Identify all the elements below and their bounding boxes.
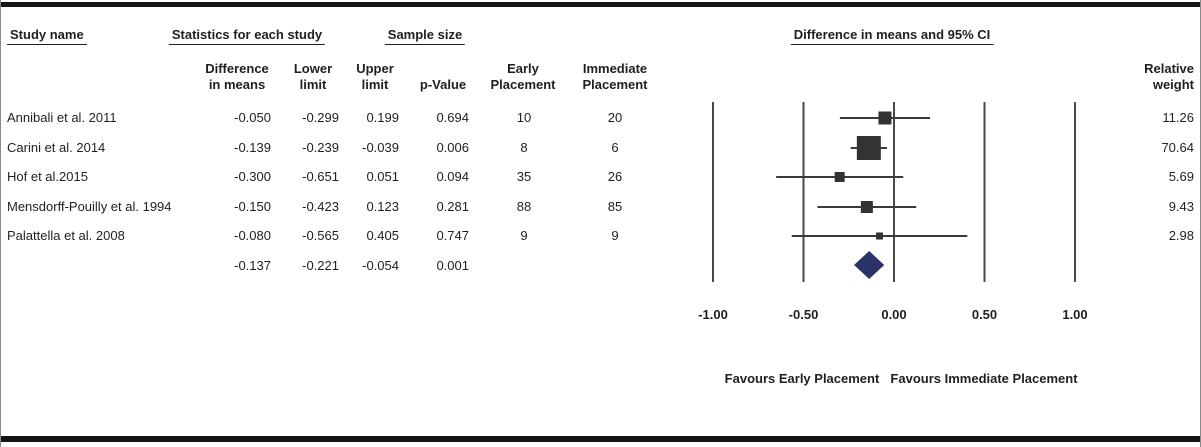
study-name: Annibali et al. 2011 <box>7 110 117 125</box>
difference-value: -0.080 <box>234 228 271 243</box>
upper-limit-value: 0.405 <box>366 228 399 243</box>
header-ci-label: Difference in means and 95% CI <box>790 27 994 45</box>
immediate-n: 9 <box>611 228 619 243</box>
favours-early-label: Favours Early Placement <box>724 371 880 386</box>
upper-limit-value: 0.123 <box>366 199 399 214</box>
column-header-line: Relative <box>1144 61 1194 76</box>
p-value: 0.694 <box>436 110 469 125</box>
bottom-border-bar <box>1 436 1200 442</box>
relative-weight: 70.64 <box>1161 140 1194 155</box>
study-name: Mensdorff-Pouilly et al. 1994 <box>7 199 172 214</box>
relative-weight: 11.26 <box>1162 110 1194 125</box>
lower-limit-value: -0.299 <box>302 110 339 125</box>
p-value: 0.281 <box>436 199 469 214</box>
relative-weight: 9.43 <box>1168 199 1194 214</box>
column-header-line: limit <box>299 77 327 92</box>
early-n: 10 <box>516 110 532 125</box>
p-value: 0.747 <box>436 228 469 243</box>
early-n: 35 <box>516 169 532 184</box>
lower-limit-value: -0.651 <box>302 169 339 184</box>
lower-limit-value: -0.565 <box>302 228 339 243</box>
difference-value: -0.139 <box>234 140 271 155</box>
study-name: Hof et al.2015 <box>7 169 88 184</box>
header-statistics-label: Statistics for each study <box>168 27 326 45</box>
column-header-line: Early <box>507 61 539 76</box>
column-header-line: limit <box>361 77 389 92</box>
study-name: Palattella et al. 2008 <box>7 228 125 243</box>
column-header-p-value: p-Value <box>420 77 466 93</box>
column-header-line: weight <box>1152 77 1194 92</box>
column-header-immediate-placement: Immediate Placement <box>582 61 647 93</box>
column-header-line: in means <box>208 77 266 92</box>
immediate-n: 26 <box>607 169 623 184</box>
column-header-line: Upper <box>356 61 394 76</box>
header-study-name: Study name <box>7 27 87 45</box>
header-study-name-label: Study name <box>7 27 87 45</box>
summary-row: -0.137 -0.221 -0.054 0.001 <box>1 258 1200 274</box>
header-sample-size-label: Sample size <box>384 27 466 45</box>
column-header-difference-in-means: Difference in means <box>205 61 269 93</box>
immediate-n: 20 <box>607 110 623 125</box>
immediate-n: 85 <box>607 199 623 214</box>
column-header-upper-limit: Upper limit <box>356 61 394 93</box>
header-sample-size: Sample size <box>384 27 466 45</box>
lower-limit-value: -0.423 <box>302 199 339 214</box>
top-border-bar <box>1 2 1200 7</box>
header-statistics: Statistics for each study <box>168 27 326 45</box>
upper-limit-value: 0.199 <box>366 110 399 125</box>
early-n: 88 <box>516 199 532 214</box>
relative-weight: 5.69 <box>1168 169 1194 184</box>
summary-difference-value: -0.137 <box>234 258 271 273</box>
table-row: Palattella et al. 2008 -0.080 -0.565 0.4… <box>1 228 1200 244</box>
favours-immediate-label: Favours Immediate Placement <box>890 371 1078 386</box>
upper-limit-value: 0.051 <box>366 169 399 184</box>
summary-upper-limit-value: -0.054 <box>362 258 399 273</box>
difference-value: -0.300 <box>234 169 271 184</box>
lower-limit-value: -0.239 <box>302 140 339 155</box>
axis-tick-label: -0.50 <box>788 307 819 322</box>
difference-value: -0.150 <box>234 199 271 214</box>
early-n: 9 <box>520 228 528 243</box>
relative-weight: 2.98 <box>1168 228 1194 243</box>
table-row: Mensdorff-Pouilly et al. 1994 -0.150 -0.… <box>1 199 1200 215</box>
upper-limit-value: -0.039 <box>362 140 399 155</box>
study-name: Carini et al. 2014 <box>7 140 106 155</box>
immediate-n: 6 <box>611 140 619 155</box>
column-header-relative-weight: Relative weight <box>1102 61 1194 93</box>
column-header-line: p-Value <box>419 77 467 92</box>
column-header-line: Lower <box>293 61 333 76</box>
column-header-line: Difference <box>205 61 269 76</box>
column-header-line: Placement <box>582 77 648 92</box>
header-ci: Difference in means and 95% CI <box>790 27 994 45</box>
column-header-early-placement: Early Placement <box>490 61 555 93</box>
difference-value: -0.050 <box>234 110 271 125</box>
p-value: 0.006 <box>436 140 469 155</box>
axis-tick-label: 1.00 <box>1062 307 1088 322</box>
summary-p-value: 0.001 <box>436 258 469 273</box>
table-row: Hof et al.2015 -0.300 -0.651 0.051 0.094… <box>1 169 1200 185</box>
table-row: Carini et al. 2014 -0.139 -0.239 -0.039 … <box>1 140 1200 156</box>
summary-lower-limit-value: -0.221 <box>302 258 339 273</box>
table-row: Annibali et al. 2011 -0.050 -0.299 0.199… <box>1 110 1200 126</box>
axis-tick-label: 0.00 <box>881 307 907 322</box>
axis-tick-label: 0.50 <box>971 307 998 322</box>
column-header-line: Immediate <box>582 61 648 76</box>
p-value: 0.094 <box>436 169 469 184</box>
column-header-lower-limit: Lower limit <box>294 61 332 93</box>
column-header-line: Placement <box>490 77 556 92</box>
early-n: 8 <box>520 140 528 155</box>
axis-tick-label: -1.00 <box>698 307 728 322</box>
